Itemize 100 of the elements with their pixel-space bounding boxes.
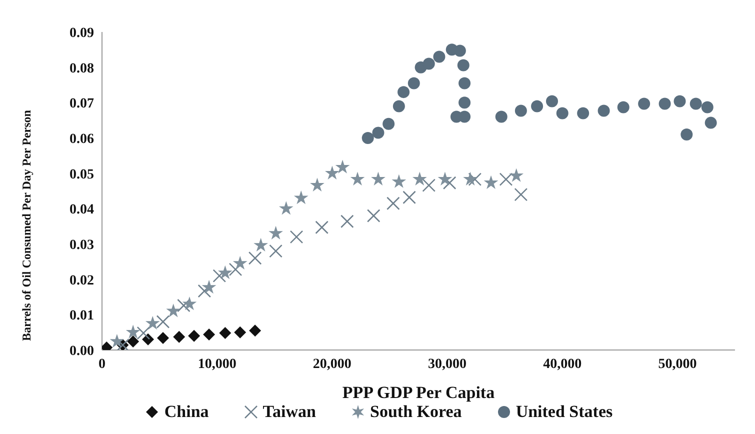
point xyxy=(484,175,498,189)
y-tick-label: 0.00 xyxy=(70,344,94,359)
point xyxy=(156,315,170,328)
point xyxy=(457,59,470,72)
point xyxy=(278,201,294,215)
point xyxy=(438,172,452,186)
point xyxy=(182,296,197,310)
point xyxy=(531,100,544,112)
y-tick-label: 0.01 xyxy=(70,308,94,324)
y-tick-label: 0.03 xyxy=(70,238,94,253)
point xyxy=(366,209,380,222)
point xyxy=(617,101,630,114)
y-tick-label: 0.02 xyxy=(70,273,94,288)
point xyxy=(454,44,466,57)
x-tick-label: 50,000 xyxy=(658,356,697,372)
point xyxy=(704,116,717,129)
point xyxy=(674,95,686,108)
point xyxy=(556,107,568,120)
point xyxy=(514,104,527,117)
point xyxy=(433,50,446,63)
point xyxy=(577,107,590,120)
point xyxy=(234,326,246,338)
legend-label: Taiwan xyxy=(262,402,316,422)
point xyxy=(463,172,478,186)
legend-label: South Korea xyxy=(369,402,462,422)
point xyxy=(371,172,386,186)
point xyxy=(126,324,140,338)
point xyxy=(340,214,354,228)
y-tick-label: 0.05 xyxy=(70,167,94,182)
point xyxy=(142,333,154,346)
x-tick-label: 10,000 xyxy=(198,356,236,372)
x-tick-label: 40,000 xyxy=(543,356,582,372)
point xyxy=(422,178,436,192)
point xyxy=(690,98,702,110)
x-tick-label: 30,000 xyxy=(428,356,467,372)
point xyxy=(136,326,150,340)
point xyxy=(325,166,340,180)
point xyxy=(248,251,262,265)
point xyxy=(408,77,420,90)
point xyxy=(218,265,232,280)
point xyxy=(495,110,508,123)
y-tick-label: 0.09 xyxy=(70,26,94,41)
point xyxy=(315,220,328,234)
point xyxy=(701,101,714,114)
point xyxy=(269,244,282,258)
point xyxy=(203,328,216,340)
y-tick-label: 0.08 xyxy=(70,61,94,76)
point xyxy=(157,332,169,344)
point xyxy=(290,230,304,244)
point xyxy=(232,256,248,270)
point xyxy=(127,336,140,348)
x-tick-label: 20,000 xyxy=(312,356,352,372)
point xyxy=(350,172,365,186)
y-tick-label: 0.06 xyxy=(70,132,94,147)
point xyxy=(254,238,268,252)
point xyxy=(166,304,181,318)
point xyxy=(268,226,283,240)
point xyxy=(249,324,262,337)
point xyxy=(458,77,471,90)
point xyxy=(658,98,671,110)
point xyxy=(442,176,456,190)
point xyxy=(228,262,242,276)
point xyxy=(468,172,482,186)
point xyxy=(198,284,212,298)
point xyxy=(202,280,216,294)
x-axis-title: PPP GDP Per Capita xyxy=(342,383,496,402)
y-axis-title: Barrels of Oil Consumed Per Day Per Person xyxy=(19,110,34,341)
point xyxy=(398,86,410,98)
legend-label: China xyxy=(163,402,209,422)
legend-label: United States xyxy=(514,402,613,422)
point xyxy=(382,118,395,130)
point xyxy=(372,126,384,139)
y-tick-label: 0.07 xyxy=(70,96,94,112)
point xyxy=(509,168,524,182)
point xyxy=(212,269,226,282)
point xyxy=(173,330,186,343)
point xyxy=(422,58,435,70)
point xyxy=(392,100,405,112)
point xyxy=(638,98,650,110)
point xyxy=(110,334,124,348)
point xyxy=(219,327,232,340)
y-tick-label: 0.04 xyxy=(70,202,94,218)
point xyxy=(402,190,416,204)
point xyxy=(177,298,190,312)
point xyxy=(362,132,374,144)
point xyxy=(412,172,427,186)
point xyxy=(294,190,308,204)
point xyxy=(546,95,558,108)
point xyxy=(514,188,528,202)
point xyxy=(386,196,400,210)
point xyxy=(188,330,200,342)
point xyxy=(335,160,350,174)
point xyxy=(310,178,324,192)
point xyxy=(392,174,406,188)
x-tick-label: 0 xyxy=(98,356,106,372)
point xyxy=(499,172,513,186)
point xyxy=(145,316,160,330)
point xyxy=(598,104,610,117)
point xyxy=(458,96,471,109)
point xyxy=(680,128,693,140)
